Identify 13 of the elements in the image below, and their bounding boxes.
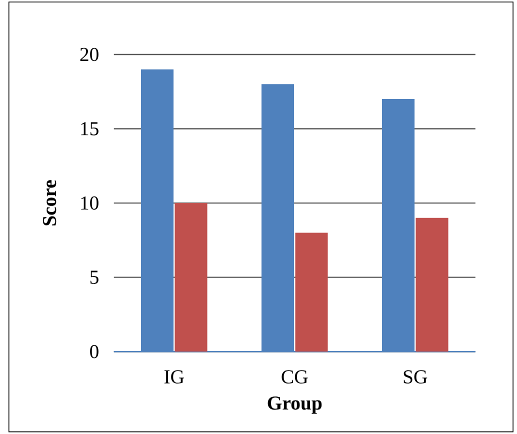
y-axis-title: Score <box>42 180 56 226</box>
y-tick-label: 10 <box>81 196 98 210</box>
y-tick-label: 20 <box>80 48 98 62</box>
y-tick-label: 15 <box>81 122 98 136</box>
y-tick-label: 5 <box>90 270 98 284</box>
x-axis-title: Group <box>268 396 322 414</box>
bar <box>295 232 328 352</box>
y-tick-label: 0 <box>90 345 98 358</box>
x-tick-label: CG <box>282 370 308 384</box>
bar <box>174 203 208 352</box>
x-tick-label: IG <box>164 370 184 384</box>
x-tick-label: SG <box>404 370 428 384</box>
bar <box>416 218 448 352</box>
